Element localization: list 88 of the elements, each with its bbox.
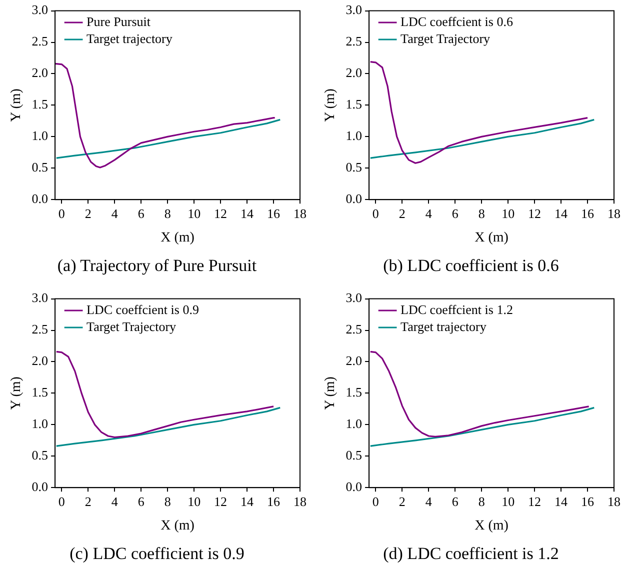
x-axis-title: X (m) bbox=[474, 230, 509, 246]
x-tick-label: 18 bbox=[294, 494, 306, 509]
x-tick-label: 14 bbox=[554, 206, 568, 221]
x-tick-label: 8 bbox=[164, 494, 171, 509]
legend-label: LDC coeffcient is 0.9 bbox=[86, 302, 199, 317]
x-tick-label: 2 bbox=[84, 206, 92, 221]
y-tick-label: 2.5 bbox=[346, 322, 362, 337]
legend-label: LDC coeffcient is 0.6 bbox=[400, 14, 514, 29]
y-tick-label: 3.0 bbox=[32, 2, 48, 18]
y-axis-title: Y (m) bbox=[323, 376, 338, 410]
text: (d) LDC coefficient is 1.2 bbox=[382, 544, 560, 564]
y-tick-label: 2.5 bbox=[32, 322, 48, 337]
y-tick-label: 0.5 bbox=[32, 160, 48, 175]
x-tick-label: 6 bbox=[138, 494, 145, 509]
y-tick-label: 0.5 bbox=[32, 448, 48, 463]
x-tick-label: 8 bbox=[478, 494, 485, 509]
x-tick-label: 0 bbox=[58, 206, 65, 221]
y-tick-label: 1.5 bbox=[32, 96, 48, 112]
x-tick-label: 8 bbox=[164, 206, 171, 221]
x-axis-title: X (m) bbox=[160, 518, 195, 534]
y-tick-label: 3.0 bbox=[346, 2, 362, 18]
y-tick-label: 3.0 bbox=[32, 290, 48, 306]
x-tick-label: 16 bbox=[267, 494, 281, 509]
x-tick-label: 12 bbox=[528, 206, 542, 221]
x-tick-label: 12 bbox=[214, 494, 228, 509]
x-tick-label: 18 bbox=[608, 206, 620, 221]
y-tick-label: 2.0 bbox=[346, 65, 362, 80]
x-tick-label: 2 bbox=[84, 494, 92, 509]
x-tick-label: 16 bbox=[581, 494, 595, 509]
y-tick-label: 1.5 bbox=[346, 384, 362, 400]
y-tick-label: 0.5 bbox=[346, 448, 362, 463]
x-tick-label: 6 bbox=[452, 206, 459, 221]
x-tick-label: 6 bbox=[452, 494, 459, 509]
y-axis-title: Y (m) bbox=[323, 88, 338, 122]
x-tick-label: 0 bbox=[372, 494, 379, 509]
text: (b) LDC coefficient is 0.6 bbox=[382, 256, 560, 276]
x-tick-label: 10 bbox=[188, 206, 201, 221]
text: (a) Trajectory of Pure Pursuit bbox=[56, 256, 258, 276]
x-tick-label: 2 bbox=[398, 206, 406, 221]
y-tick-label: 0.0 bbox=[346, 479, 362, 494]
x-tick-label: 8 bbox=[478, 206, 485, 221]
y-tick-label: 1.0 bbox=[346, 416, 362, 432]
y-tick-label: 2.5 bbox=[346, 34, 362, 49]
y-tick-label: 2.0 bbox=[32, 353, 48, 368]
x-tick-label: 10 bbox=[502, 206, 515, 221]
x-tick-label: 16 bbox=[267, 206, 281, 221]
y-tick-label: 0.5 bbox=[346, 160, 362, 175]
y-tick-label: 2.0 bbox=[32, 65, 48, 80]
legend-label: LDC coeffcient is 1.2 bbox=[400, 302, 513, 317]
y-tick-label: 1.5 bbox=[346, 96, 362, 112]
y-tick-label: 0.0 bbox=[346, 191, 362, 206]
x-tick-label: 4 bbox=[425, 494, 432, 509]
y-tick-label: 2.0 bbox=[346, 353, 362, 368]
x-tick-label: 2 bbox=[398, 494, 406, 509]
y-tick-label: 1.5 bbox=[32, 384, 48, 400]
x-tick-label: 0 bbox=[58, 494, 65, 509]
x-tick-label: 10 bbox=[188, 494, 201, 509]
x-axis-title: X (m) bbox=[160, 230, 195, 246]
x-tick-label: 14 bbox=[554, 494, 568, 509]
y-tick-label: 0.0 bbox=[32, 479, 48, 494]
x-tick-label: 12 bbox=[528, 494, 542, 509]
x-tick-label: 4 bbox=[111, 206, 118, 221]
legend-label: Target trajectory bbox=[86, 30, 173, 46]
y-tick-label: 2.5 bbox=[32, 34, 48, 49]
y-tick-label: 0.0 bbox=[32, 191, 48, 206]
y-axis-title: Y (m) bbox=[9, 376, 24, 410]
x-tick-label: 0 bbox=[372, 206, 379, 221]
text: (c) LDC coefficient is 0.9 bbox=[68, 544, 246, 564]
x-tick-label: 14 bbox=[240, 494, 254, 509]
legend-label: Target Trajectory bbox=[400, 30, 491, 46]
y-tick-label: 1.0 bbox=[346, 128, 362, 144]
x-axis-title: X (m) bbox=[474, 518, 509, 534]
x-tick-label: 4 bbox=[425, 206, 432, 221]
y-tick-label: 1.0 bbox=[32, 416, 48, 432]
x-tick-label: 18 bbox=[608, 494, 620, 509]
x-tick-label: 4 bbox=[111, 494, 118, 509]
y-tick-label: 3.0 bbox=[346, 290, 362, 306]
x-tick-label: 6 bbox=[138, 206, 145, 221]
y-tick-label: 1.0 bbox=[32, 128, 48, 144]
x-tick-label: 10 bbox=[502, 494, 515, 509]
y-axis-title: Y (m) bbox=[9, 88, 24, 122]
x-tick-label: 14 bbox=[240, 206, 254, 221]
x-tick-label: 16 bbox=[581, 206, 595, 221]
x-tick-label: 18 bbox=[294, 206, 306, 221]
legend-label: Target trajectory bbox=[400, 318, 487, 334]
legend-label: Target Trajectory bbox=[86, 318, 177, 334]
x-tick-label: 12 bbox=[214, 206, 228, 221]
legend-label: Pure Pursuit bbox=[86, 14, 151, 29]
